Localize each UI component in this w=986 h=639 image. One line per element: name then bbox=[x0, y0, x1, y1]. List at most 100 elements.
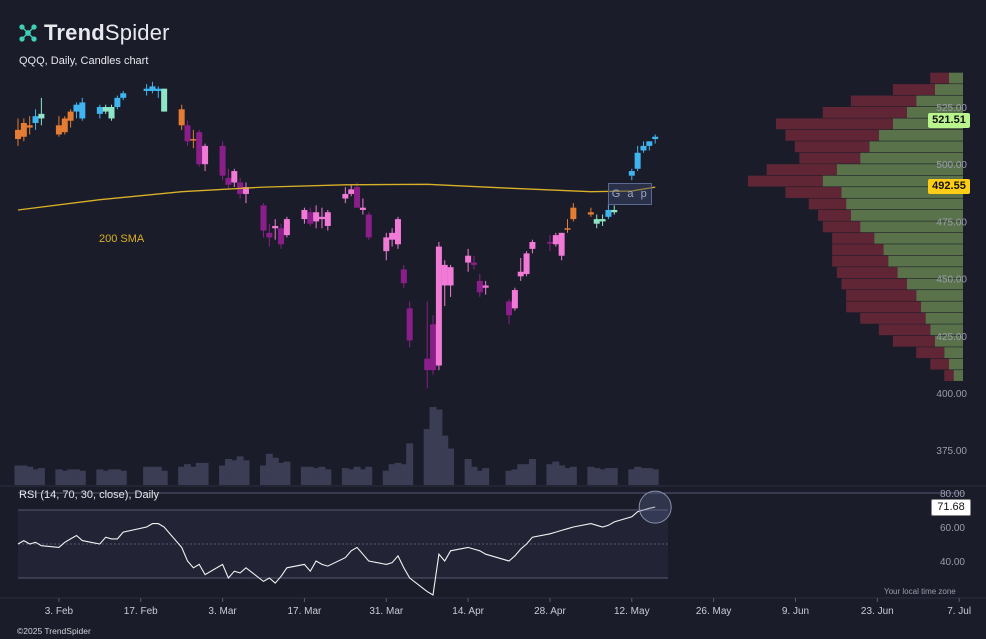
candle-body bbox=[640, 145, 647, 151]
volume-bar bbox=[511, 469, 519, 485]
candle-body bbox=[511, 290, 518, 309]
volume-bar bbox=[119, 470, 127, 485]
volume-profile-down-bar bbox=[930, 72, 949, 84]
volume-bar bbox=[517, 464, 525, 485]
candle bbox=[383, 232, 390, 261]
candle bbox=[605, 203, 612, 220]
candle-body bbox=[38, 113, 45, 119]
candle bbox=[517, 258, 524, 281]
volume-profile-up-bar bbox=[874, 232, 963, 244]
candle-body bbox=[278, 228, 285, 245]
candle-body bbox=[149, 86, 156, 91]
candle-body bbox=[79, 102, 86, 119]
candle bbox=[511, 287, 518, 311]
candle-body bbox=[266, 232, 273, 238]
volume-profile-up-bar bbox=[860, 152, 963, 164]
volume-profile-up-bar bbox=[953, 370, 963, 381]
rsi-panel[interactable]: 40.00 60.00 80.00 bbox=[17, 489, 965, 596]
candle bbox=[447, 264, 454, 297]
volume-profile-up-bar bbox=[916, 95, 963, 107]
volume-bar bbox=[324, 469, 332, 485]
candle-body bbox=[178, 109, 185, 126]
price-tick-label: 475.00 bbox=[936, 217, 967, 228]
candle-body bbox=[400, 269, 407, 284]
candle-body bbox=[523, 253, 530, 275]
volume-bar bbox=[447, 448, 455, 485]
volume-profile-up-bar bbox=[897, 267, 963, 278]
candle-body bbox=[301, 209, 308, 220]
candle-body bbox=[587, 212, 594, 215]
candle bbox=[120, 90, 127, 101]
candle-body bbox=[389, 232, 396, 240]
volume-bar bbox=[26, 466, 34, 485]
candle bbox=[558, 232, 565, 261]
candle-body bbox=[517, 271, 524, 277]
candle-body bbox=[406, 308, 413, 341]
volume-profile-up-bar bbox=[888, 255, 963, 267]
candle-body bbox=[546, 241, 553, 244]
candle bbox=[599, 214, 606, 226]
candle bbox=[149, 81, 156, 94]
volume-bar bbox=[277, 462, 285, 485]
candle bbox=[202, 143, 209, 172]
candle-body bbox=[470, 262, 477, 265]
candle-body bbox=[161, 88, 168, 112]
volume-profile-down-bar bbox=[794, 141, 870, 153]
volume-bar bbox=[312, 468, 320, 485]
sma-value-tag: 492.55 bbox=[928, 179, 970, 194]
volume-profile-up-bar bbox=[925, 312, 963, 324]
candle-body bbox=[430, 324, 437, 371]
candle-body bbox=[424, 358, 431, 371]
volume-bar bbox=[195, 462, 203, 485]
candle bbox=[313, 205, 320, 229]
volume-bar bbox=[236, 456, 244, 485]
rsi-tick-label: 40.00 bbox=[940, 557, 965, 568]
candle bbox=[359, 198, 366, 215]
volume-bar bbox=[628, 469, 636, 485]
candle bbox=[55, 116, 62, 137]
volume-bar bbox=[108, 469, 116, 485]
rsi-title: RSI (14, 70, 30, close), Daily bbox=[19, 489, 160, 501]
time-axis[interactable]: 3. Feb 17. Feb 3. Mar 17. Mar 31. Mar 14. Apr… bbox=[0, 597, 986, 617]
volume-bar bbox=[189, 466, 197, 485]
volume-bar bbox=[160, 470, 168, 485]
volume-bar bbox=[569, 466, 577, 485]
volume-bar bbox=[148, 466, 156, 485]
volume-bar bbox=[32, 469, 40, 485]
candle-body bbox=[652, 136, 659, 140]
volume-profile-up-bar bbox=[930, 324, 963, 336]
volume-profile-up-bar bbox=[934, 335, 963, 347]
volume-profile-down-bar bbox=[832, 232, 875, 244]
price-axis[interactable]: 375.00 400.00 425.00 450.00 475.00 500.00 525.… bbox=[936, 103, 967, 457]
candle bbox=[342, 187, 349, 204]
candle bbox=[611, 205, 618, 215]
volume-bar bbox=[271, 457, 279, 485]
volume-bar bbox=[55, 469, 63, 485]
candle-body bbox=[143, 88, 150, 91]
candle-body bbox=[231, 171, 238, 183]
candle-body bbox=[354, 187, 361, 208]
last-price-tag: 521.51 bbox=[928, 113, 970, 128]
volume-bar bbox=[645, 468, 653, 485]
candles[interactable] bbox=[15, 81, 659, 389]
volume-profile-up-bar bbox=[906, 278, 963, 290]
volume-bar bbox=[593, 468, 601, 485]
trendspider-logo: TrendSpider bbox=[18, 20, 170, 46]
candle bbox=[61, 116, 68, 135]
candle bbox=[114, 95, 121, 110]
candle-body bbox=[108, 107, 115, 119]
candle-body bbox=[552, 235, 559, 245]
candle bbox=[400, 264, 407, 288]
candle bbox=[278, 223, 285, 249]
volume-profile-down-bar bbox=[836, 267, 898, 278]
volume-profile-down-bar bbox=[832, 244, 884, 256]
volume-bar bbox=[382, 470, 390, 485]
chart-title: QQQ, Daily, Candles chart bbox=[19, 55, 149, 67]
volume-bar bbox=[639, 468, 647, 485]
candle-body bbox=[482, 285, 489, 288]
volume-profile-down-bar bbox=[799, 152, 861, 164]
volume-profile-down-bar bbox=[766, 164, 837, 176]
gap-annotation[interactable]: G a p bbox=[608, 182, 653, 206]
